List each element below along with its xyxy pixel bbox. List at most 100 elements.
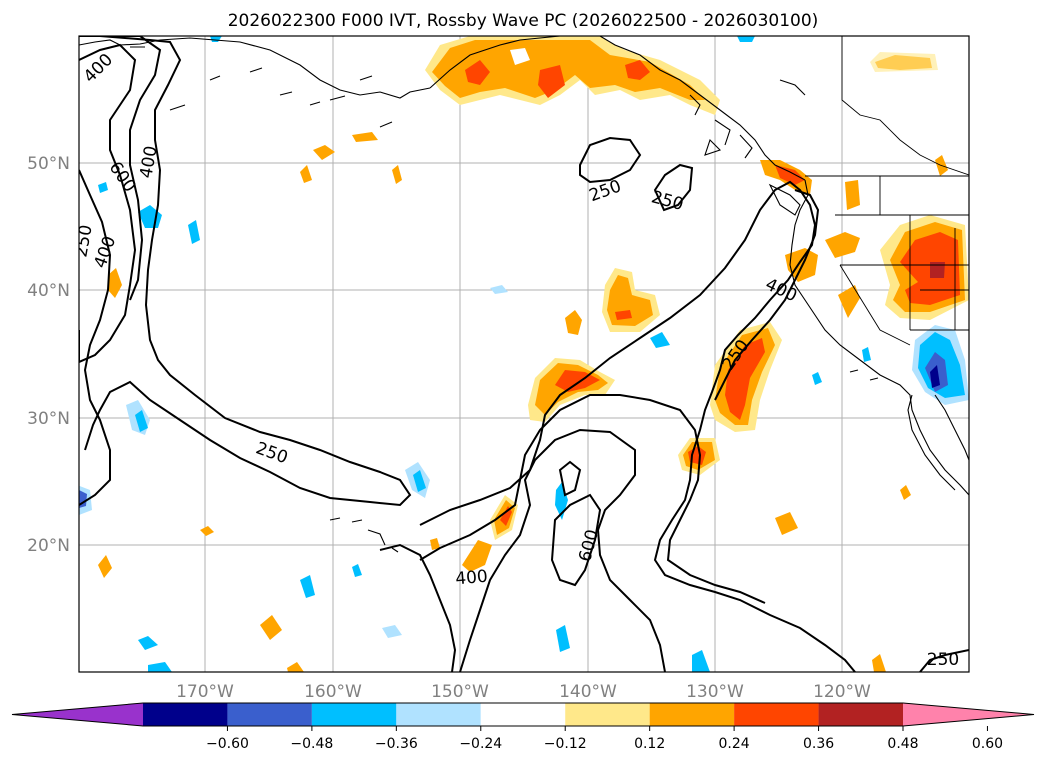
colorbar-extend-high [903,703,1034,726]
lon-label-140w: 140°W [559,682,617,702]
contour-250-gulf-b [653,163,694,212]
colorbar-extend-low [12,703,143,726]
fill-speck-14 [430,538,440,550]
colorbar-cell [143,703,228,726]
fill-speck-10 [287,662,304,672]
lat-label-30n: 30°N [27,409,70,429]
fill-speck-2 [352,132,378,142]
baja-peninsula [907,394,956,491]
state-borders [835,176,969,346]
colorbar-tick-label: −0.36 [375,736,418,752]
aleutian-chain [79,37,431,99]
lon-label-160w: 160°W [304,682,362,702]
fill-blue-9 [382,625,402,638]
fill-blue-10 [138,636,158,650]
west-coast [789,179,969,496]
fill-offshore-38n-core [615,310,632,320]
fill-speck-1 [313,145,335,160]
colorbar-cell [565,703,650,726]
contour-400-ar-inner [419,394,766,604]
colorbar-cell [734,703,819,726]
colorbar-tick-label: −0.60 [206,736,249,752]
fill-blue-19 [98,182,108,193]
map-frame [78,35,970,673]
colorbar-ticks: −0.60 −0.48 −0.36 −0.24 −0.12 0.12 0.24 0.36 0.4… [206,726,1003,752]
contour-600-ar [558,460,582,497]
alaska-canada-border [841,36,969,176]
gulf-of-california [934,394,969,461]
colorbar: −0.60 −0.48 −0.36 −0.24 −0.12 0.12 0.24 0.36 0.4… [11,702,1035,752]
channel-islands [849,369,879,381]
fill-blue-16 [812,372,822,385]
fill-speck-6 [260,615,282,640]
fill-blue-6 [188,220,200,244]
contour-400-main-branch [714,189,820,401]
colorbar-tick-label: 0.12 [634,736,665,752]
contour-label: 250 [927,650,959,670]
fill-blue-12 [692,650,710,672]
colorbar-cell [818,703,903,726]
colorbar-tick-label: −0.48 [290,736,333,752]
fill-speck-5 [108,268,122,298]
colorbar-tick-label: 0.24 [719,736,750,752]
contour-400-ar-lower [459,428,666,672]
fill-blue-17 [352,564,362,577]
fill-pnw-core [775,165,805,185]
fill-speck-3 [300,165,312,183]
fill-offshore-37n [565,310,582,335]
fill-blue-11 [148,662,172,672]
lon-label-150w: 150°W [431,682,489,702]
fill-gulf-alaska-mid [432,40,705,100]
fill-gulf-alaska-core [465,60,650,98]
fill-speck-8 [200,526,214,536]
lon-label-130w: 130°W [686,682,744,702]
contour-400-inner-b [100,36,162,301]
colorbar-tick-label: 0.48 [887,736,918,752]
political-borders [805,36,969,346]
fill-speck-4 [392,165,402,184]
fill-coast-44n [825,232,860,258]
fill-blue-13 [650,332,670,348]
colorbar-tick-label: 0.36 [803,736,834,752]
fill-top-right-halo [870,52,938,72]
fill-coast-38n [838,285,860,318]
latitude-labels: 50°N 40°N 30°N 20°N [27,154,70,556]
colorbar-outline [11,702,1035,727]
fill-34n-core [725,338,765,420]
colorbar-cell [649,703,735,726]
fill-blue-7 [300,575,315,598]
fill-blue-15 [490,285,508,294]
contour-400-left-lower [379,543,457,672]
lat-label-40n: 40°N [27,281,70,301]
fill-speck-7 [775,512,798,535]
lon-label-170w: 170°W [176,682,234,702]
colorbar-cell [227,703,312,726]
longitude-labels: 170°W 160°W 150°W 140°W 130°W 120°W [176,682,871,702]
negative-anomaly-fills [79,36,969,672]
fill-gulf-alaska-white [510,48,530,65]
colorbar-cell [480,703,566,726]
fill-interior-darkred [930,262,945,278]
vancouver-island [768,183,801,216]
ivt-contours [79,36,969,672]
lat-label-20n: 20°N [27,536,70,556]
figure-title: 2026022300 F000 IVT, Rossby Wave PC (202… [228,11,819,31]
fill-19n [462,540,492,572]
fill-blue-8 [556,625,570,652]
fill-speck-12 [900,485,911,500]
contour-label: 400 [455,567,489,590]
colorbar-tick-label: −0.24 [459,736,502,752]
colorbar-cell [311,703,397,726]
map-panel: 400 600 400 250 400 250 250 250 400 250 … [71,35,970,673]
contour-label: 250 [71,223,96,258]
contour-600-ar-b [550,493,602,587]
contour-main-ar [419,180,856,672]
lon-label-120w: 120°W [813,682,871,702]
aleutian-islands [130,46,393,128]
alaska-coast [429,36,806,181]
coastlines [79,36,969,553]
hawaii [329,517,399,553]
contour-400-inner [79,36,412,507]
alaska-panhandle-islands [689,79,806,159]
